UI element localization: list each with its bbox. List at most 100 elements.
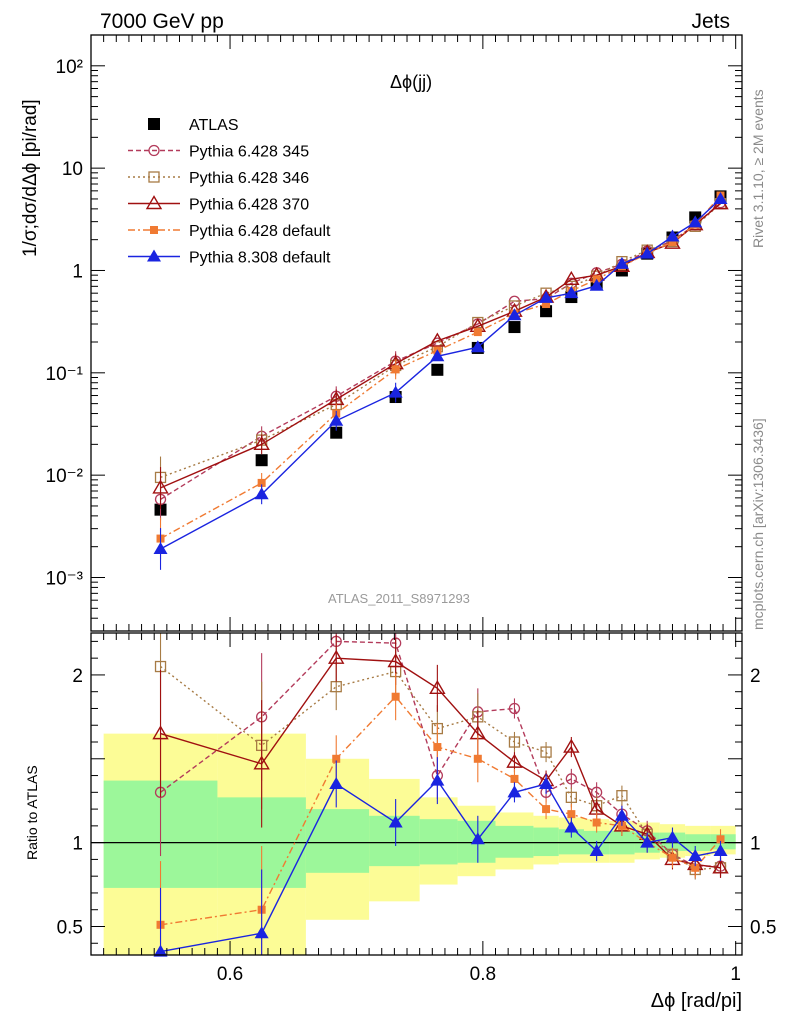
ratio-point-p8def	[254, 926, 269, 939]
x-axis-label: Δϕ [rad/pi]	[650, 990, 742, 1012]
data-point-p6def	[473, 328, 482, 337]
legend-label-p346: Pythia 6.428 346	[189, 170, 309, 187]
data-point-p6def	[391, 365, 400, 374]
axes-frames	[90, 34, 743, 956]
rivet-version-label: Rivet 3.1.10, ≥ 2M events	[750, 89, 766, 248]
series-p8def	[153, 191, 728, 570]
data-point-p8def	[713, 191, 728, 204]
ratio-point-p8def	[539, 776, 554, 789]
ratio-point-p6def	[391, 692, 400, 701]
ratio-series-group	[152, 633, 729, 957]
main-series-group	[152, 190, 729, 570]
ratio-point-p8def	[507, 785, 522, 798]
ratio-point-p6def	[668, 853, 677, 862]
ratio-y-axis-label: Ratio to ATLAS	[24, 765, 40, 860]
ratio-y-tick-label-left: 0.5	[57, 917, 83, 938]
data-point-p8def	[507, 308, 522, 321]
data-point-p8def	[589, 278, 604, 291]
ratio-point-p8def	[329, 776, 344, 789]
legend-label-p345: Pythia 6.428 345	[189, 144, 309, 161]
ratio-point-p6def	[473, 754, 482, 763]
ratio-point-p8def	[470, 832, 485, 845]
legend-entry-p8def: Pythia 8.308 default	[128, 249, 331, 267]
ratio-point-p6def	[542, 805, 551, 814]
legend-label-p370: Pythia 6.428 370	[189, 197, 309, 214]
legend-marker-p370	[145, 195, 163, 210]
plot-title: Δϕ(jj)	[390, 72, 433, 92]
data-point-p370	[253, 435, 270, 451]
legend-marker-p346	[148, 171, 160, 183]
ratio-y-tick-label-left: 2	[72, 666, 83, 687]
ratio-y-tick-label-right: 1	[750, 834, 761, 855]
series-line-p346	[160, 203, 721, 479]
data-point-atlas	[330, 426, 343, 439]
ratio-point-p370	[152, 725, 169, 740]
ratio-point-p8def	[430, 773, 445, 786]
ratio-point-p6def	[433, 743, 442, 752]
main-y-tick-label: 1	[72, 261, 83, 282]
ratio-point-p8def	[688, 849, 703, 862]
main-y-tick-label: 10	[62, 159, 83, 180]
ratio-y-tick-label-right: 0.5	[750, 917, 776, 938]
data-point-p8def	[388, 385, 403, 398]
ratio-point-p6def	[332, 754, 341, 763]
inner-band-bin	[495, 825, 534, 858]
data-point-atlas	[431, 363, 444, 376]
data-point-p8def	[254, 487, 269, 500]
ratio-point-p346	[540, 746, 552, 758]
mcplots-citation-label: mcplots.cern.ch [arXiv:1306.3436]	[750, 418, 766, 630]
legend: ATLAS Pythia 6.428 345 Pythia 6.428 346 Pyt…	[128, 117, 331, 267]
data-point-p8def	[640, 246, 655, 259]
ratio-point-p8def	[564, 820, 579, 833]
analysis-id-label: ATLAS_2011_S8971293	[328, 591, 470, 606]
data-point-atlas	[508, 321, 521, 334]
x-tick-label: 1	[730, 964, 741, 985]
legend-marker-p8def	[147, 249, 161, 262]
legend-label-p6def: Pythia 6.428 default	[189, 223, 331, 240]
main-y-axis-label: 1/σ;dσ/dΔϕ [pi/rad]	[20, 99, 41, 257]
legend-entry-atlas: ATLAS	[148, 117, 239, 134]
ratio-point-p370	[712, 859, 729, 874]
main-y-tick-label: 10⁻³	[46, 568, 84, 589]
ratio-point-p8def	[614, 808, 629, 821]
ratio-y-tick-label-right: 2	[750, 666, 761, 687]
ratio-point-p8def	[589, 844, 604, 857]
data-point-p8def	[329, 413, 344, 426]
data-point-p8def	[665, 229, 680, 242]
data-point-p8def	[564, 286, 579, 299]
axis-ticks: 10⁻³ 10⁻² 10⁻¹ 1 10 10² 0.6 0.8 1 0.5 0.5 1 1 2 2	[46, 34, 776, 985]
x-tick-label: 0.8	[470, 964, 496, 985]
ratio-point-p370	[429, 679, 446, 695]
legend-marker-p345	[148, 144, 160, 157]
data-point-p370	[152, 479, 169, 494]
ratio-point-p8def	[665, 830, 680, 843]
x-tick-label: 0.6	[217, 964, 243, 985]
ratio-point-p6def	[716, 835, 725, 844]
ratio-y-tick-label-left: 1	[72, 834, 83, 855]
ratio-point-p8def	[713, 844, 728, 857]
legend-label-atlas: ATLAS	[189, 117, 239, 134]
main-y-tick-label: 10⁻¹	[46, 364, 84, 385]
ratio-point-p345	[565, 773, 577, 785]
ratio-point-p6def	[691, 863, 700, 872]
ratio-point-p370	[253, 755, 270, 770]
ratio-panel-frame	[90, 632, 743, 956]
data-point-p6def	[542, 300, 551, 309]
ratio-point-p6def	[592, 818, 601, 827]
main-y-tick-label: 10⁻²	[46, 466, 84, 487]
data-point-atlas	[255, 454, 268, 467]
main-panel-frame	[90, 34, 743, 632]
ratio-point-p346	[508, 736, 521, 748]
data-point-p8def	[688, 215, 703, 228]
data-point-p8def	[470, 340, 485, 353]
legend-marker-atlas	[148, 118, 160, 130]
ratio-point-p8def	[640, 835, 655, 848]
ratio-line-p6def	[160, 695, 722, 926]
inner-band-bin	[419, 819, 458, 865]
header-energy-label: 7000 GeV pp	[100, 10, 224, 33]
data-point-p8def	[153, 541, 168, 554]
data-point-p8def	[539, 290, 554, 303]
data-point-p8def	[430, 349, 445, 362]
ratio-point-p346	[565, 791, 577, 804]
